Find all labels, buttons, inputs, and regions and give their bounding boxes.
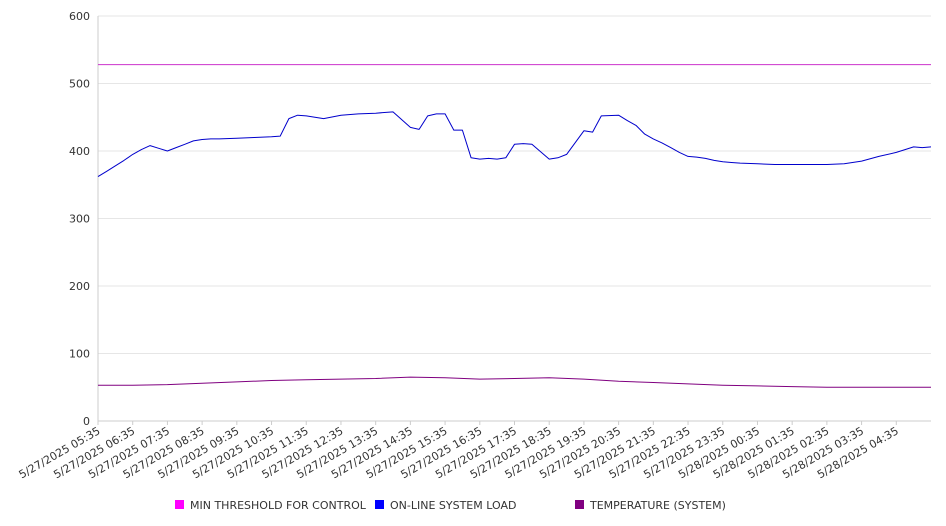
legend-label: MIN THRESHOLD FOR CONTROL [190,499,367,512]
legend-label: ON-LINE SYSTEM LOAD [390,499,516,512]
y-tick-label: 400 [69,145,90,158]
gridlines [98,15,931,354]
legend-label: TEMPERATURE (SYSTEM) [589,499,726,512]
series-lines [97,64,932,388]
y-tick-label: 600 [69,10,90,23]
x-tick-labels: 5/27/2025 05:355/27/2025 06:355/27/2025 … [17,424,901,481]
axes [97,16,931,425]
y-tick-label: 300 [69,213,90,226]
legend-swatch [375,500,384,509]
series-line-2 [98,376,931,388]
y-tick-label: 500 [69,78,90,91]
y-tick-label: 100 [69,348,90,361]
series-line-1 [97,111,932,178]
y-tick-labels: 0 100 200 300 400 500 600 [69,10,90,428]
legend-swatch [575,500,584,509]
legend: MIN THRESHOLD FOR CONTROL ON-LINE SYSTEM … [175,499,726,512]
legend-swatch [175,500,184,509]
y-tick-label: 0 [83,415,90,428]
y-tick-label: 200 [69,280,90,293]
